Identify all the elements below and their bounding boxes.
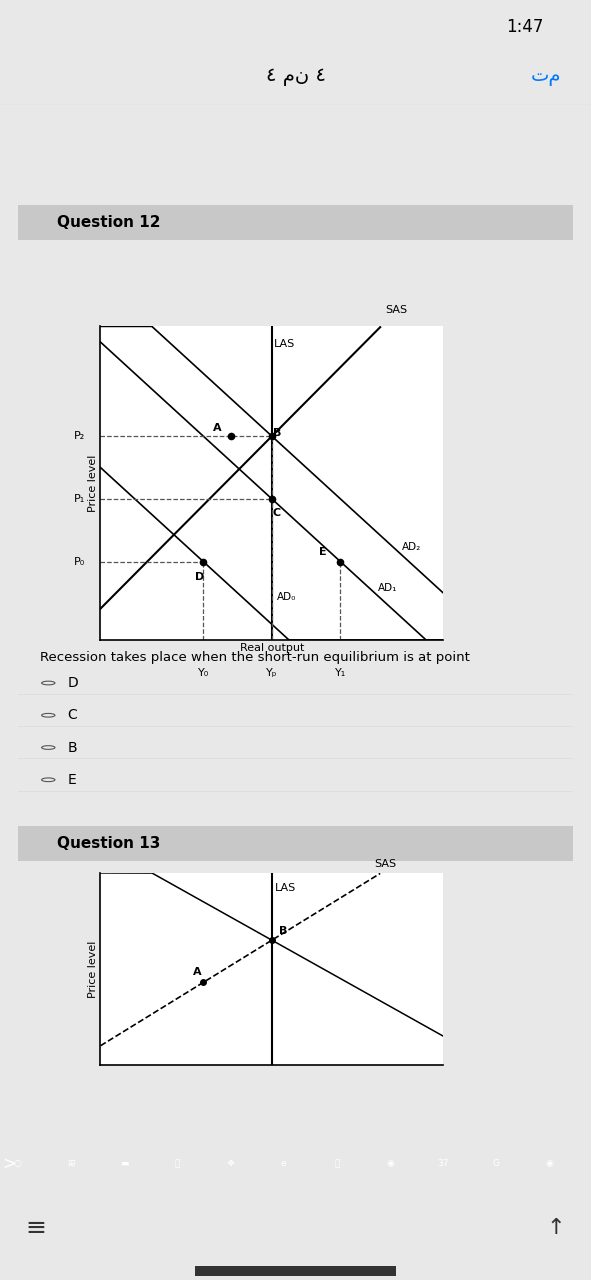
Text: AD₂: AD₂ [402, 543, 421, 552]
Text: D: D [195, 572, 204, 582]
Text: ▬: ▬ [120, 1158, 128, 1169]
Text: Question 13: Question 13 [57, 836, 160, 851]
Text: G: G [493, 1158, 500, 1169]
Text: Y₁: Y₁ [335, 668, 346, 678]
Text: SAS: SAS [375, 859, 397, 869]
Text: LAS: LAS [274, 339, 295, 349]
Text: >: > [2, 1155, 17, 1172]
Text: D: D [68, 676, 79, 690]
X-axis label: Real output: Real output [240, 643, 304, 653]
Text: P₂: P₂ [74, 431, 85, 442]
Text: AD₁: AD₁ [378, 582, 398, 593]
Text: AD₀: AD₀ [277, 593, 296, 603]
Text: B: B [68, 741, 77, 754]
Text: B: B [273, 428, 281, 438]
Text: Recession takes place when the short-run equilibrium is at point: Recession takes place when the short-run… [40, 650, 470, 664]
Text: e: e [281, 1158, 287, 1169]
Bar [18, 205, 573, 239]
Text: SAS: SAS [385, 305, 407, 315]
Text: C: C [273, 508, 281, 518]
Text: 37: 37 [437, 1158, 449, 1169]
Text: تم: تم [531, 67, 561, 86]
Text: P₀: P₀ [74, 557, 85, 567]
Text: ⬛: ⬛ [174, 1158, 180, 1169]
Text: E: E [68, 773, 76, 787]
Text: Y₀: Y₀ [197, 668, 209, 678]
Bar [195, 1266, 396, 1276]
Text: ◉: ◉ [386, 1158, 394, 1169]
Text: ٤ من ٤: ٤ من ٤ [265, 67, 326, 86]
Text: ○: ○ [14, 1158, 22, 1169]
Text: ❖: ❖ [226, 1158, 235, 1169]
Text: A: A [213, 424, 221, 434]
Text: B: B [279, 927, 287, 937]
Text: A: A [193, 966, 202, 977]
FancyBboxPatch shape [0, 210, 15, 234]
Bar [18, 826, 573, 860]
FancyBboxPatch shape [0, 831, 15, 855]
Text: ≡: ≡ [25, 1216, 46, 1240]
Text: ◉: ◉ [545, 1158, 554, 1169]
Y-axis label: Price level: Price level [87, 941, 98, 997]
Text: LAS: LAS [275, 883, 297, 892]
Text: ⊞: ⊞ [67, 1158, 74, 1169]
Text: Question 12: Question 12 [57, 215, 160, 230]
Text: 1:47: 1:47 [506, 18, 544, 36]
Text: P₁: P₁ [74, 494, 85, 504]
Text: ↑: ↑ [546, 1219, 565, 1239]
Text: Yₚ: Yₚ [266, 668, 278, 678]
Text: C: C [68, 708, 77, 722]
Text: 🔒: 🔒 [334, 1158, 340, 1169]
Y-axis label: Price level: Price level [87, 454, 98, 512]
Text: E: E [320, 547, 327, 557]
